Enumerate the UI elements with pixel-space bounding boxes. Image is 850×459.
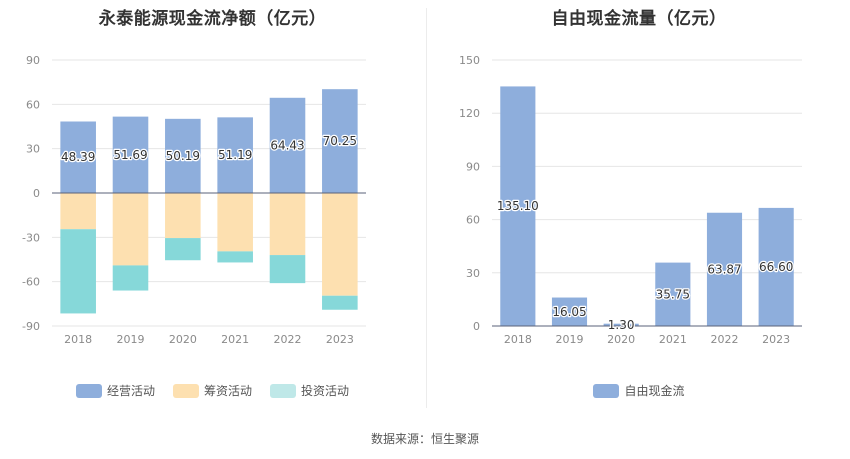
bar <box>112 116 149 193</box>
bar <box>60 121 96 193</box>
x-tick-label: 2023 <box>326 333 354 346</box>
legend-swatch <box>75 383 102 398</box>
legend-swatch <box>270 383 296 398</box>
legend-item[interactable]: 筹资活动 <box>172 382 252 399</box>
y-tick-label: 60 <box>26 98 40 111</box>
panel-divider <box>426 8 427 408</box>
legend-swatch <box>593 383 620 398</box>
y-tick-label: -30 <box>22 231 40 244</box>
data-label: 51.19 <box>218 148 252 162</box>
legend: 经营活动 筹资活动 投资活动 <box>0 382 425 399</box>
bar <box>165 238 201 261</box>
data-label: 66.60 <box>759 260 793 274</box>
net-cashflow-plot: 90 60 30 0 -30 -60 -90 2018 2019 2020 2021 2022 2023… <box>22 54 366 346</box>
bar <box>322 89 358 193</box>
y-tick-label: 30 <box>466 267 480 280</box>
y-tick-label: -90 <box>22 320 40 333</box>
data-label: 63.87 <box>707 262 741 276</box>
chart-title: 自由现金流量（亿元） <box>551 9 727 29</box>
legend-swatch <box>172 383 199 398</box>
y-tick-label: 60 <box>466 214 480 227</box>
bar <box>217 251 253 263</box>
chart-title: 永泰能源现金流净额（亿元） <box>98 9 327 29</box>
y-tick-label: 120 <box>459 107 480 120</box>
data-label: 64.43 <box>270 138 304 152</box>
y-tick-label: 0 <box>473 320 480 333</box>
bar <box>60 229 96 314</box>
bar <box>217 117 253 193</box>
legend-label: 投资活动 <box>301 384 350 398</box>
bar <box>655 262 691 326</box>
bar <box>500 86 536 326</box>
bar <box>269 255 306 284</box>
x-tick-label: 2021 <box>221 333 249 346</box>
data-label: 35.75 <box>656 287 690 301</box>
legend-item[interactable]: 经营活动 <box>75 382 155 399</box>
x-tick-label: 2021 <box>659 333 687 346</box>
x-tick-label: 2022 <box>274 333 302 346</box>
legend-item[interactable]: 投资活动 <box>270 382 349 399</box>
bar <box>603 323 639 326</box>
data-label: 16.05 <box>552 305 586 319</box>
legend-label: 经营活动 <box>106 384 155 398</box>
bar <box>165 193 201 239</box>
free-cashflow-plot: 150 120 90 60 30 0 2018 2019 2020 2021 2022 2023 135… <box>459 54 802 346</box>
bar <box>112 265 149 291</box>
bar <box>322 295 358 310</box>
x-tick-label: 2019 <box>117 333 145 346</box>
y-tick-label: -60 <box>22 276 40 289</box>
bar <box>551 297 588 326</box>
legend-item[interactable]: 自由现金流 <box>593 382 685 399</box>
data-label: 51.69 <box>113 148 147 162</box>
data-label: 48.39 <box>61 150 95 164</box>
free-cashflow-chart-panel: 自由现金流量（亿元） 150 120 90 60 30 0 2018 2019 2020 2021… <box>428 0 850 410</box>
x-tick-label: 2022 <box>711 333 739 346</box>
y-tick-label: 90 <box>26 54 40 67</box>
data-label: 70.25 <box>323 134 357 148</box>
y-tick-label: 30 <box>26 143 40 156</box>
data-label: 135.10 <box>497 199 539 213</box>
x-tick-label: 2020 <box>607 333 635 346</box>
y-tick-label: 0 <box>33 187 40 200</box>
legend-label: 自由现金流 <box>624 384 685 398</box>
x-tick-label: 2018 <box>504 333 532 346</box>
bar <box>165 118 201 193</box>
bar <box>706 212 743 326</box>
bar <box>322 193 358 296</box>
bar <box>112 193 149 266</box>
bar <box>60 193 96 230</box>
legend-label: 筹资活动 <box>203 384 252 398</box>
bar <box>269 193 306 256</box>
bar <box>758 207 794 326</box>
y-tick-label: 90 <box>466 160 480 173</box>
net-cashflow-chart-panel: 永泰能源现金流净额（亿元） 90 60 30 0 -30 -60 -90 2018 2019 20… <box>0 0 425 410</box>
x-tick-label: 2020 <box>169 333 197 346</box>
x-tick-label: 2023 <box>762 333 790 346</box>
data-label: 1.30 <box>608 318 635 332</box>
data-label: 50.19 <box>166 149 200 163</box>
data-source: 数据来源：恒生聚源 <box>370 432 479 446</box>
bar <box>217 193 253 252</box>
legend: 自由现金流 <box>428 382 850 399</box>
x-tick-label: 2019 <box>556 333 584 346</box>
x-tick-label: 2018 <box>64 333 92 346</box>
bar <box>269 97 306 193</box>
y-tick-label: 150 <box>459 54 480 67</box>
